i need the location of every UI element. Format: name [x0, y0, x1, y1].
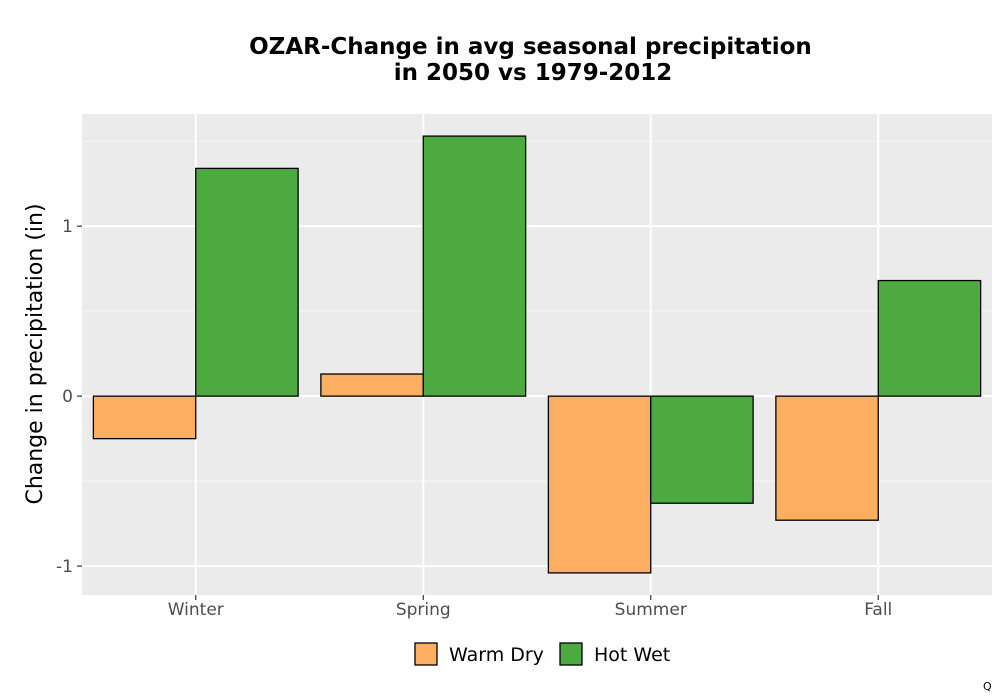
- chart-title-line-2: in 2050 vs 1979-2012: [394, 60, 673, 86]
- legend-key-hot-wet: [559, 642, 583, 666]
- bar-warm-dry-summer: [547, 395, 652, 574]
- bar-warm-dry-spring: [320, 373, 424, 397]
- bar-hot-wet-summer: [650, 395, 754, 504]
- y-tick-label-1: 0: [62, 387, 73, 407]
- bar-warm-dry-fall: [775, 395, 879, 521]
- x-tick-label-summer: Summer: [615, 600, 687, 620]
- legend-label-hot-wet: Hot Wet: [594, 644, 670, 666]
- y-tick-label-2: 1: [62, 217, 73, 237]
- corner-mark: Q: [983, 680, 992, 693]
- x-tick-label-fall: Fall: [864, 600, 892, 620]
- chart-title-line-1: OZAR-Change in avg seasonal precipitatio…: [249, 34, 812, 60]
- y-tick-label-0: -1: [56, 557, 73, 577]
- x-axis-ticks: Winter Spring Summer Fall: [168, 595, 892, 620]
- x-tick-label-spring: Spring: [396, 600, 451, 620]
- bars: [92, 135, 982, 574]
- bar-hot-wet-fall: [877, 279, 982, 397]
- legend-label-warm-dry: Warm Dry: [449, 644, 544, 666]
- y-axis-ticks: -1 0 1: [56, 217, 82, 577]
- bar-hot-wet-spring: [422, 135, 527, 397]
- chart-title: OZAR-Change in avg seasonal precipitatio…: [249, 34, 817, 86]
- x-tick-label-winter: Winter: [168, 600, 224, 620]
- y-axis-label: Change in precipitation (in): [23, 203, 48, 504]
- bar-hot-wet-winter: [195, 167, 299, 397]
- bar-warm-dry-winter: [92, 395, 197, 440]
- legend: Warm Dry Hot Wet: [414, 642, 670, 666]
- legend-key-warm-dry: [414, 642, 438, 666]
